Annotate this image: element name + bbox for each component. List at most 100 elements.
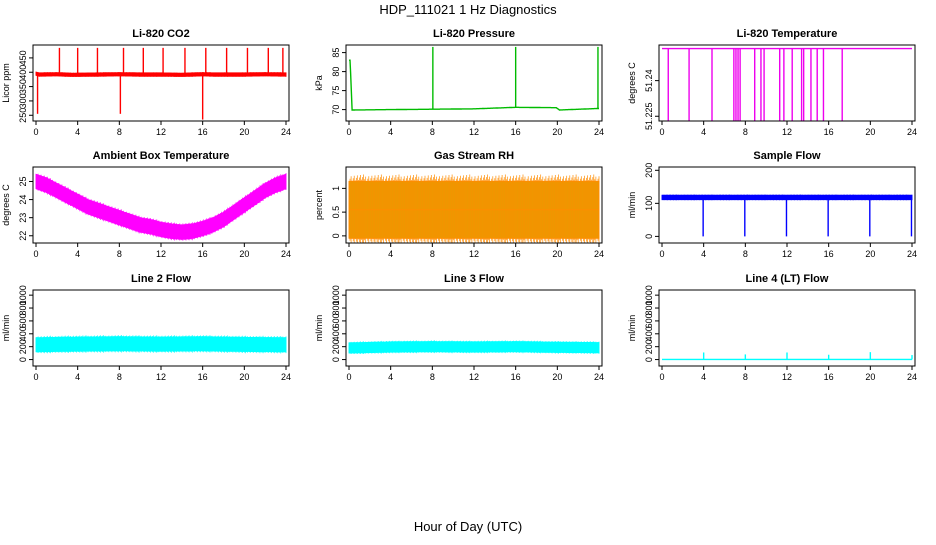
series-li820temp — [662, 47, 912, 121]
x-tick-label: 24 — [594, 249, 604, 259]
y-tick-label: 400 — [331, 326, 341, 341]
data-line — [35, 181, 287, 233]
y-tick-label: 75 — [331, 86, 341, 96]
panel-title: Gas Stream RH — [434, 150, 514, 162]
y-tick-label: 1000 — [644, 285, 654, 305]
y-tick-label: 300 — [18, 93, 28, 108]
chart-panel-sampleflow: Sample Flow ml/min 0 4 8 12 16 20 24 0 100 200 — [627, 150, 917, 259]
y-tick-label: 22 — [18, 231, 28, 241]
x-tick-label: 16 — [198, 127, 208, 137]
data-texture — [35, 173, 287, 241]
x-tick-label: 20 — [865, 127, 875, 137]
x-tick-label: 24 — [281, 127, 291, 137]
x-tick-label: 20 — [865, 372, 875, 382]
y-axis-label: kPa — [314, 75, 324, 91]
x-tick-label: 0 — [659, 127, 664, 137]
y-tick-label: 51.225 — [644, 102, 654, 130]
y-tick-label: 51.24 — [644, 69, 654, 92]
y-tick-label: 70 — [331, 105, 341, 115]
y-tick-label: 600 — [18, 313, 28, 328]
x-tick-label: 16 — [198, 372, 208, 382]
y-tick-label: 200 — [644, 163, 654, 178]
panel-title: Li-820 CO2 — [132, 28, 189, 40]
panel-title: Line 4 (LT) Flow — [746, 273, 829, 285]
y-axis-label: Licor ppm — [1, 63, 11, 103]
x-tick-label: 16 — [198, 249, 208, 259]
series-pressure — [349, 46, 599, 111]
y-tick-label: 800 — [18, 300, 28, 315]
y-axis-label: percent — [314, 189, 324, 220]
chart-panel-line3: Line 3 Flow ml/min 0 4 8 12 16 20 24 0 20040060080… — [314, 273, 604, 382]
x-tick-label: 12 — [156, 127, 166, 137]
x-tick-label: 16 — [824, 249, 834, 259]
y-tick-label: 0 — [644, 234, 654, 239]
x-tick-label: 24 — [907, 249, 917, 259]
x-tick-label: 16 — [511, 249, 521, 259]
plot-frame — [658, 44, 916, 122]
x-tick-label: 20 — [552, 127, 562, 137]
series-co2 — [35, 47, 287, 120]
x-tick-label: 24 — [907, 127, 917, 137]
x-tick-label: 12 — [469, 249, 479, 259]
series-ambtemp — [35, 173, 287, 241]
series-line2 — [35, 335, 287, 354]
y-tick-label: 200 — [18, 339, 28, 354]
y-tick-label: 600 — [644, 313, 654, 328]
y-axis-label: ml/min — [314, 315, 324, 342]
plot-frame — [32, 44, 290, 122]
x-tick-label: 4 — [75, 127, 80, 137]
y-tick-label: 600 — [331, 313, 341, 328]
x-tick-label: 8 — [743, 249, 748, 259]
x-tick-label: 24 — [594, 372, 604, 382]
plot-frame — [345, 289, 603, 367]
x-tick-label: 12 — [469, 127, 479, 137]
y-tick-label: 350 — [18, 79, 28, 94]
y-axis-label: ml/min — [627, 315, 637, 342]
y-tick-label: 200 — [644, 339, 654, 354]
y-tick-label: 0.5 — [331, 206, 341, 219]
x-tick-label: 8 — [430, 127, 435, 137]
y-axis-label: degrees C — [627, 62, 637, 104]
x-tick-label: 24 — [907, 372, 917, 382]
figure-xlabel: Hour of Day (UTC) — [414, 519, 522, 534]
y-tick-label: 450 — [18, 50, 28, 65]
panel-title: Sample Flow — [753, 150, 821, 162]
y-tick-label: 25 — [18, 176, 28, 186]
x-tick-label: 8 — [117, 372, 122, 382]
y-tick-label: 0 — [644, 357, 654, 362]
x-tick-label: 20 — [552, 372, 562, 382]
y-tick-label: 1 — [331, 186, 341, 191]
data-line — [36, 343, 286, 346]
x-tick-label: 4 — [75, 372, 80, 382]
x-tick-label: 16 — [824, 127, 834, 137]
x-tick-label: 16 — [824, 372, 834, 382]
chart-panel-ambtemp: Ambient Box Temperature degrees C 0 4 8 12 16 2… — [1, 150, 291, 259]
y-tick-label: 800 — [644, 300, 654, 315]
x-tick-label: 8 — [430, 249, 435, 259]
series-sampleflow — [661, 194, 913, 237]
data-texture — [348, 174, 600, 243]
x-tick-label: 12 — [156, 372, 166, 382]
y-tick-label: 0 — [18, 357, 28, 362]
y-tick-label: 100 — [644, 196, 654, 211]
panel-title: Ambient Box Temperature — [93, 150, 230, 162]
x-tick-label: 24 — [594, 127, 604, 137]
x-tick-label: 8 — [430, 372, 435, 382]
series-rh — [348, 174, 600, 243]
x-tick-label: 24 — [281, 372, 291, 382]
x-tick-label: 8 — [117, 249, 122, 259]
x-tick-label: 4 — [388, 127, 393, 137]
chart-panel-rh: Gas Stream RH percent 0 4 8 12 16 20 24 0 0.5 1 — [314, 150, 604, 259]
y-tick-label: 250 — [18, 108, 28, 123]
chart-panel-pressure: Li-820 Pressure kPa 0 4 8 12 16 20 24 70 75 80 85 — [314, 28, 604, 137]
x-tick-label: 4 — [388, 372, 393, 382]
x-tick-label: 0 — [659, 372, 664, 382]
y-axis-label: ml/min — [1, 315, 11, 342]
plot-frame — [32, 289, 290, 367]
y-tick-label: 400 — [18, 65, 28, 80]
x-tick-label: 16 — [511, 127, 521, 137]
y-tick-label: 800 — [331, 300, 341, 315]
